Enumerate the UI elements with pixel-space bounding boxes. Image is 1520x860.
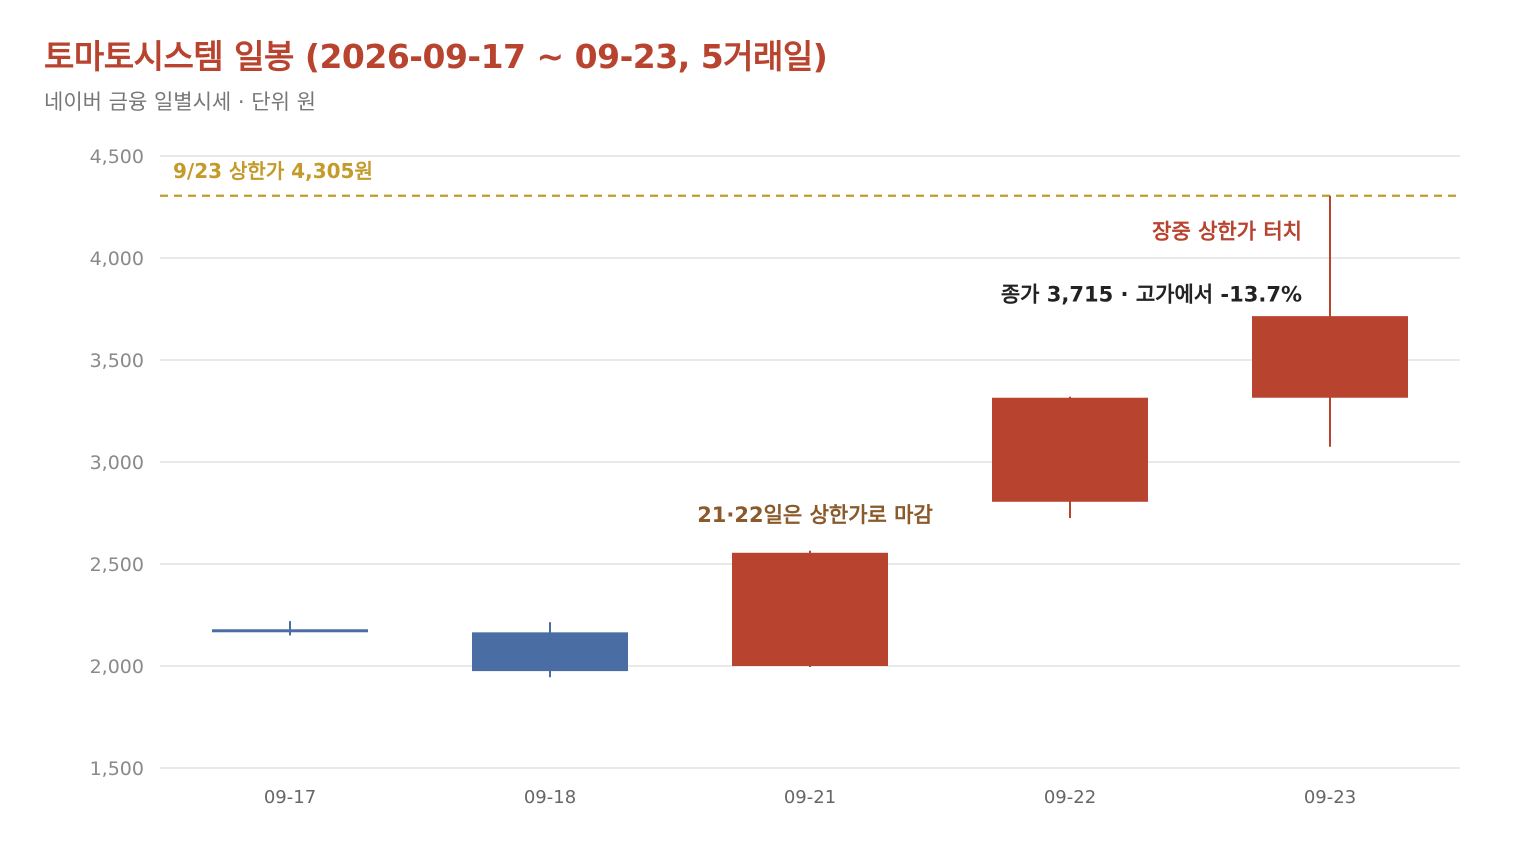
limit-price-label: 9/23 상한가 4,305원 (173, 159, 373, 183)
y-tick-label: 2,500 (90, 554, 144, 576)
x-tick-label: 09-17 (264, 787, 316, 808)
y-tick-label: 4,000 (90, 248, 144, 270)
candle-body (472, 632, 628, 672)
x-tick-label: 09-23 (1304, 787, 1356, 808)
candle-body (992, 397, 1148, 502)
x-tick-label: 09-21 (784, 787, 836, 808)
annotation-text: 종가 3,715 · 고가에서 -13.7% (1001, 283, 1302, 307)
candle-body (1252, 316, 1408, 398)
annotation-text: 장중 상한가 터치 (1152, 219, 1302, 243)
y-tick-label: 2,000 (90, 656, 144, 678)
y-tick-label: 1,500 (90, 758, 144, 780)
chart-subtitle: 네이버 금융 일별시세 · 단위 원 (44, 90, 316, 114)
annotation-text: 21·22일은 상한가로 마감 (697, 503, 933, 527)
y-tick-label: 3,000 (90, 452, 144, 474)
x-tick-label: 09-22 (1044, 787, 1096, 808)
x-tick-label: 09-18 (524, 787, 576, 808)
chart-title: 토마토시스템 일봉 (2026-09-17 ~ 09-23, 5거래일) (44, 37, 828, 76)
y-tick-label: 4,500 (90, 146, 144, 168)
candle-body (732, 552, 888, 666)
candle-body (212, 629, 368, 633)
y-tick-label: 3,500 (90, 350, 144, 372)
